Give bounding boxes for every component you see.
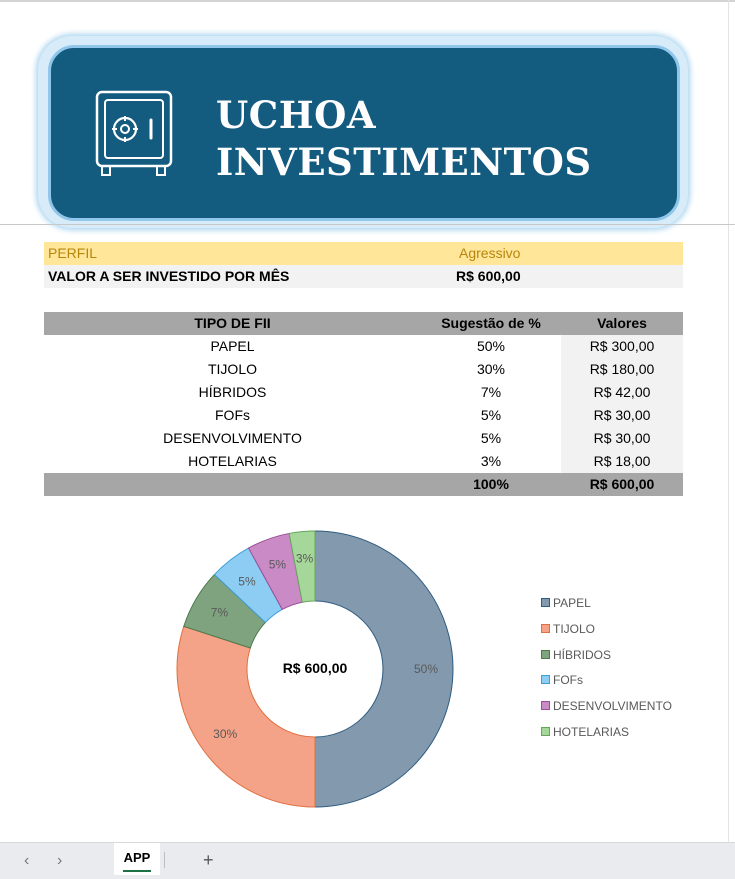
plus-icon[interactable]: + (203, 850, 214, 870)
invest-label: VALOR A SER INVESTIDO POR MÊS (48, 268, 290, 284)
tab-separator (164, 852, 165, 868)
cell-pct[interactable]: 5% (480, 407, 502, 423)
data-label-papel: 50% (414, 662, 438, 676)
legend-label: TIJOLO (553, 621, 596, 636)
cell-value[interactable]: R$ 300,00 (561, 335, 683, 358)
legend-label: HÍBRIDOS (553, 647, 612, 662)
header-banner[interactable]: UCHOA INVESTIMENTOS (48, 45, 680, 221)
sheet-tab-bar: ‹ › APP + (0, 842, 735, 879)
total-pct[interactable]: 100% (473, 476, 509, 492)
donut-slice-tijolo[interactable] (176, 625, 316, 808)
chevron-right-icon[interactable]: › (57, 852, 63, 869)
cell-pct[interactable]: 30% (476, 361, 506, 377)
cell-type[interactable]: TIJOLO (207, 361, 257, 377)
cell-pct[interactable]: 50% (476, 338, 506, 354)
table-header: TIPO DE FII Sugestão de % Valores (44, 312, 683, 335)
cell-pct[interactable]: 7% (480, 384, 502, 400)
profile-value[interactable]: Agressivo (459, 245, 521, 261)
donut-slice-papel[interactable] (314, 530, 454, 808)
data-label-híbridos: 7% (211, 605, 229, 619)
table-row[interactable]: HOTELARIAS 3% R$ 18,00 (44, 450, 683, 473)
cell-value[interactable]: R$ 30,00 (561, 427, 683, 450)
legend-label: DESENVOLVIMENTO (553, 699, 672, 714)
header-values: Valores (597, 315, 647, 331)
banner-title: UCHOA INVESTIMENTOS (216, 92, 592, 186)
donut-chart-svg: 50% 30% 7% 5% 5% 3% R$ 600,00 (176, 530, 454, 808)
data-label-desenvolvimento: 5% (269, 558, 287, 572)
legend-swatch (541, 623, 550, 633)
table-row[interactable]: DESENVOLVIMENTO 5% R$ 30,00 (44, 427, 683, 450)
profile-label: PERFIL (48, 245, 98, 261)
column-border (728, 0, 729, 842)
legend-swatch (541, 701, 550, 711)
total-value[interactable]: R$ 600,00 (589, 476, 655, 492)
invest-row[interactable]: VALOR A SER INVESTIDO POR MÊS R$ 600,00 (44, 265, 683, 288)
legend-label: HOTELARIAS (553, 724, 630, 739)
fii-table: TIPO DE FII Sugestão de % Valores PAPEL … (44, 312, 683, 496)
legend-label: PAPEL (553, 596, 591, 610)
data-label-tijolo: 30% (213, 727, 237, 741)
cell-pct[interactable]: 5% (480, 430, 502, 446)
cell-value[interactable]: R$ 30,00 (561, 404, 683, 427)
invest-value[interactable]: R$ 600,00 (456, 268, 521, 284)
cell-value[interactable]: R$ 42,00 (561, 381, 683, 404)
banner-title-line2: INVESTIMENTOS (216, 140, 592, 184)
data-label-hotelarias: 3% (296, 551, 314, 565)
row-divider (0, 224, 735, 225)
cell-type[interactable]: FOFs (215, 407, 250, 423)
cell-type[interactable]: HÍBRIDOS (198, 384, 267, 400)
sheet-tab-app[interactable]: APP (114, 843, 160, 875)
cell-type[interactable]: PAPEL (210, 338, 255, 354)
table-row[interactable]: PAPEL 50% R$ 300,00 (44, 335, 683, 358)
banner-title-line1: UCHOA (216, 93, 377, 137)
legend-swatch (541, 675, 550, 685)
top-border (0, 0, 735, 2)
profile-row[interactable]: PERFIL Agressivo (44, 242, 683, 265)
table-row[interactable]: TIJOLO 30% R$ 180,00 (44, 358, 683, 381)
table-total-row[interactable]: 100% R$ 600,00 (44, 473, 683, 496)
table-row[interactable]: HÍBRIDOS 7% R$ 42,00 (44, 381, 683, 404)
cell-pct[interactable]: 3% (480, 453, 502, 469)
header-type: TIPO DE FII (194, 315, 271, 331)
active-tab-indicator (123, 870, 151, 872)
data-label-fofs: 5% (238, 574, 256, 588)
cell-value[interactable]: R$ 180,00 (561, 358, 683, 381)
sheet-tab-label: APP (123, 850, 151, 865)
legend-swatch (541, 726, 550, 736)
total-type (44, 473, 421, 496)
donut-center-label: R$ 600,00 (283, 660, 348, 676)
legend-swatch (541, 649, 550, 659)
donut-slice-hotelarias[interactable] (288, 530, 316, 603)
chevron-left-icon[interactable]: ‹ (24, 852, 30, 869)
cell-type[interactable]: HOTELARIAS (188, 453, 277, 469)
safe-icon (95, 90, 173, 176)
legend-swatch (541, 598, 550, 607)
header-pct: Sugestão de % (441, 315, 541, 331)
donut-chart[interactable]: 50% 30% 7% 5% 5% 3% R$ 600,00 PAPEL TIJOLO HÍBR… (160, 520, 720, 820)
cell-value[interactable]: R$ 18,00 (561, 450, 683, 473)
table-row[interactable]: FOFs 5% R$ 30,00 (44, 404, 683, 427)
legend-label: FOFs (553, 673, 583, 688)
cell-type[interactable]: DESENVOLVIMENTO (163, 430, 302, 446)
